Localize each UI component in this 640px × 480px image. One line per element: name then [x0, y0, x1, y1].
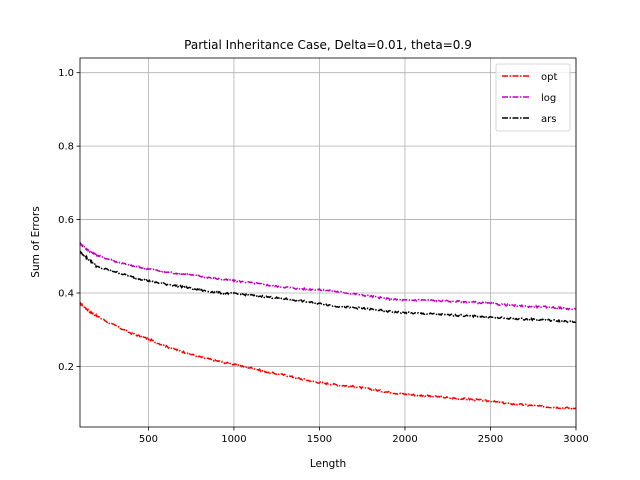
x-tick-label: 2000 [392, 434, 417, 445]
y-axis-ticks: 0.2 0.4 0.6 0.8 1.0 [58, 68, 80, 373]
legend-label-ars: ars [541, 114, 556, 125]
plot-frame [79, 57, 577, 428]
legend-label-log: log [541, 93, 556, 104]
series-line-log [79, 241, 577, 311]
legend-box [495, 63, 571, 132]
x-tick-label: 1000 [221, 434, 246, 445]
chart-title: Partial Inheritance Case, Delta=0.01, th… [184, 38, 472, 52]
series-line-ars [79, 250, 577, 324]
series-line-opt [79, 301, 577, 410]
y-axis-label: Sum of Errors [30, 206, 42, 277]
y-tick-label: 1.0 [58, 68, 74, 79]
x-axis-ticks: 500 1000 1500 2000 2500 3000 [139, 427, 589, 445]
x-tick-label: 2500 [478, 434, 503, 445]
x-tick-label: 3000 [563, 434, 588, 445]
legend-label-opt: opt [541, 72, 557, 83]
y-tick-label: 0.4 [58, 288, 74, 299]
x-tick-label: 500 [139, 434, 158, 445]
y-tick-label: 0.6 [58, 215, 74, 226]
y-tick-label: 0.2 [58, 362, 74, 373]
grid [80, 58, 577, 427]
y-tick-label: 0.8 [58, 142, 74, 153]
legend: opt log ars [495, 63, 571, 132]
x-axis-label: Length [310, 458, 346, 470]
series-lines [79, 241, 577, 410]
x-tick-label: 1500 [307, 434, 332, 445]
